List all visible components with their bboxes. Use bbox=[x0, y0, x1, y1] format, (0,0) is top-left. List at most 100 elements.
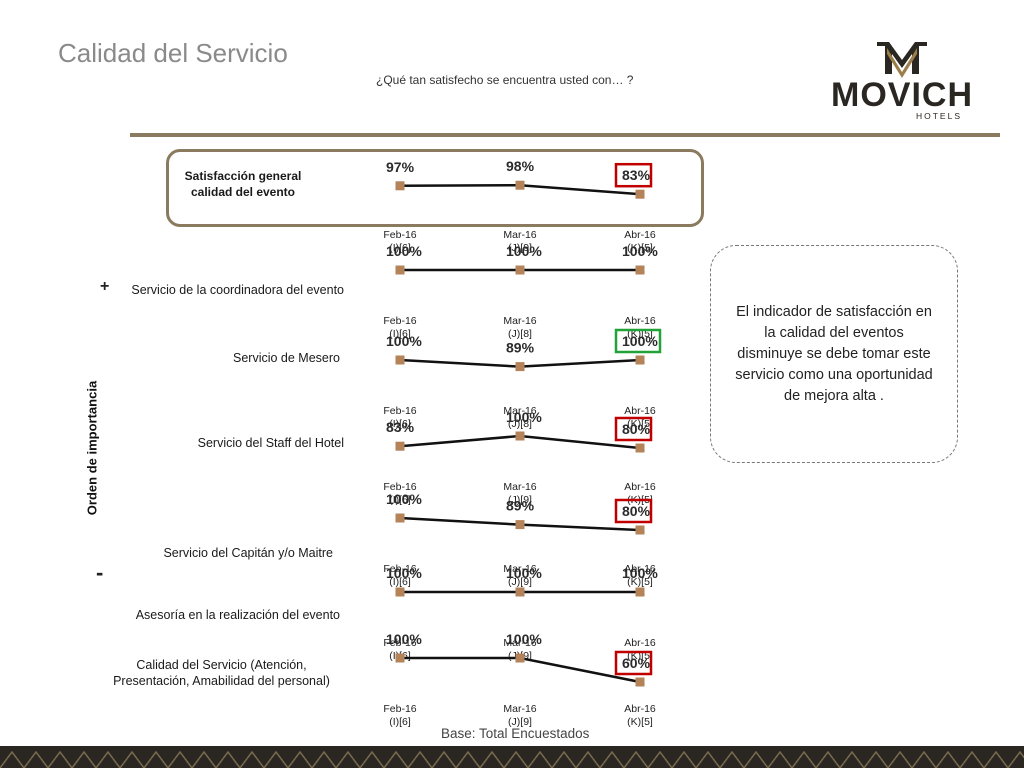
data-point-row-1-1 bbox=[515, 265, 525, 275]
data-label-row-5-1: 100% bbox=[506, 565, 542, 581]
footer-chevron bbox=[743, 750, 769, 768]
footer-chevron bbox=[911, 750, 937, 768]
data-point-row-5-0 bbox=[395, 587, 405, 597]
tick-label-row-5-1: Mar-16 bbox=[503, 637, 536, 649]
data-point-row-1-0 bbox=[395, 265, 405, 275]
tick-label-row-3-2: Abr-16 bbox=[624, 481, 656, 493]
insight-callout-text: El indicador de satisfacción en la calid… bbox=[735, 303, 933, 404]
tick-label-row-6-0: Feb-16 bbox=[383, 703, 416, 715]
data-label-row-1-1: 100% bbox=[506, 243, 542, 259]
importance-plus: + bbox=[100, 278, 110, 295]
data-label-row-6-1: 100% bbox=[506, 631, 542, 647]
tick-label-row-3-0: Feb-16 bbox=[383, 481, 416, 493]
row-label-calidad-servicio: Calidad del Servicio (Atención, Presenta… bbox=[113, 658, 330, 688]
footer-chevron bbox=[95, 750, 121, 768]
row-label-coordinadora: Servicio de la coordinadora del evento bbox=[131, 283, 344, 297]
footer-chevron bbox=[191, 750, 217, 768]
footer-chevron bbox=[887, 750, 913, 768]
data-point-row-3-0 bbox=[395, 441, 405, 451]
data-point-row-4-1 bbox=[515, 520, 525, 530]
tick-label-row-3-1: Mar-16 bbox=[503, 481, 536, 493]
data-point-row-2-1 bbox=[515, 362, 525, 372]
data-point-row-3-1 bbox=[515, 431, 525, 441]
tick-sample-row-4-2: (K)[5] bbox=[627, 576, 653, 588]
row-label-mesero: Servicio de Mesero bbox=[233, 351, 340, 365]
tick-sample-row-6-0: (I)[6] bbox=[389, 716, 411, 728]
data-point-row-6-2 bbox=[635, 677, 645, 687]
footer-chevron bbox=[719, 750, 745, 768]
footer-chevron bbox=[287, 750, 313, 768]
data-point-row-6-1 bbox=[515, 653, 525, 663]
row-label-asesoria: Asesoría en la realización del evento bbox=[135, 608, 340, 622]
page-title: Calidad del Servicio bbox=[58, 38, 288, 68]
tick-label-row-1-2: Abr-16 bbox=[624, 315, 656, 327]
row-label-staff-hotel: Servicio del Staff del Hotel bbox=[197, 436, 344, 450]
tick-sample-row-1-1: (J)[8] bbox=[508, 328, 532, 340]
series-line-row-5 bbox=[400, 590, 645, 596]
data-point-row-2-2 bbox=[635, 355, 645, 365]
series-line-row-4 bbox=[399, 516, 645, 534]
data-label-row-1-0: 100% bbox=[386, 243, 422, 259]
data-label-row-5-2: 100% bbox=[622, 565, 658, 581]
footer-chevron bbox=[983, 750, 1009, 768]
footer-chevron bbox=[215, 750, 241, 768]
tick-label-row-4-2: Abr-16 bbox=[624, 563, 656, 575]
data-label-row-1-2: 100% bbox=[622, 243, 658, 259]
tick-label-row-0-2: Abr-16 bbox=[624, 229, 656, 241]
footer-chevron bbox=[143, 750, 169, 768]
header-divider bbox=[130, 133, 1000, 137]
footer-chevron bbox=[239, 750, 265, 768]
footer-chevron bbox=[671, 750, 697, 768]
footer-chevron bbox=[527, 750, 553, 768]
data-point-row-5-1 bbox=[515, 587, 525, 597]
footer-chevron bbox=[47, 750, 73, 768]
data-point-row-3-2 bbox=[635, 443, 645, 453]
logo-tagline: HOTELS bbox=[916, 111, 962, 121]
tick-sample-row-0-2: (K)[5] bbox=[627, 242, 653, 254]
data-label-row-3-2: 80% bbox=[622, 421, 651, 437]
data-label-row-6-2: 60% bbox=[622, 655, 651, 671]
footer-chevron bbox=[23, 750, 49, 768]
data-point-row-5-2 bbox=[635, 587, 645, 597]
importance-minus: - bbox=[96, 560, 104, 585]
tick-label-row-2-2: Abr-16 bbox=[624, 405, 656, 417]
row-label-capitan-maitre: Servicio del Capitán y/o Maitre bbox=[163, 546, 333, 560]
movich-logo: MOVICH HOTELS bbox=[831, 42, 972, 121]
tick-sample-row-3-0: (I)[6] bbox=[389, 494, 411, 506]
footer-chevron bbox=[551, 750, 577, 768]
footer-chevron bbox=[599, 750, 625, 768]
data-label-row-2-0: 100% bbox=[386, 333, 422, 349]
footer-chevron bbox=[335, 750, 361, 768]
data-point-row-4-2 bbox=[635, 525, 645, 535]
footer-chevron bbox=[863, 750, 889, 768]
footer-chevron bbox=[0, 750, 25, 768]
tick-label-row-5-0: Feb-16 bbox=[383, 637, 416, 649]
footer-chevron bbox=[431, 750, 457, 768]
footer-chevron bbox=[575, 750, 601, 768]
footer-chevron bbox=[359, 750, 385, 768]
tick-label-row-2-1: Mar-16 bbox=[503, 405, 536, 417]
data-label-row-2-2: 100% bbox=[622, 333, 658, 349]
footer-chevron bbox=[839, 750, 865, 768]
series-line-row-1 bbox=[400, 268, 645, 274]
tick-label-row-1-0: Feb-16 bbox=[383, 315, 416, 327]
footer-chevron bbox=[167, 750, 193, 768]
tick-label-row-0-1: Mar-16 bbox=[503, 229, 536, 241]
tick-label-row-6-1: Mar-16 bbox=[503, 703, 536, 715]
tick-label-row-1-1: Mar-16 bbox=[503, 315, 536, 327]
tick-label-row-6-2: Abr-16 bbox=[624, 703, 656, 715]
data-point-row-1-2 bbox=[635, 265, 645, 275]
footer-chevron bbox=[815, 750, 841, 768]
tick-sample-row-2-0: (I)[6] bbox=[389, 418, 411, 430]
tick-label-row-5-2: Abr-16 bbox=[624, 637, 656, 649]
data-point-row-4-0 bbox=[395, 513, 405, 523]
tick-sample-row-4-1: (J)[9] bbox=[508, 576, 532, 588]
tick-sample-row-6-2: (K)[5] bbox=[627, 716, 653, 728]
footer-chevron bbox=[791, 750, 817, 768]
footer-chevron bbox=[1007, 750, 1024, 768]
footer-chevron bbox=[263, 750, 289, 768]
data-label-row-3-0: 83% bbox=[386, 419, 415, 435]
tick-label-row-2-0: Feb-16 bbox=[383, 405, 416, 417]
tick-sample-row-5-2: (K)[5] bbox=[627, 650, 653, 662]
footer-chevron bbox=[311, 750, 337, 768]
